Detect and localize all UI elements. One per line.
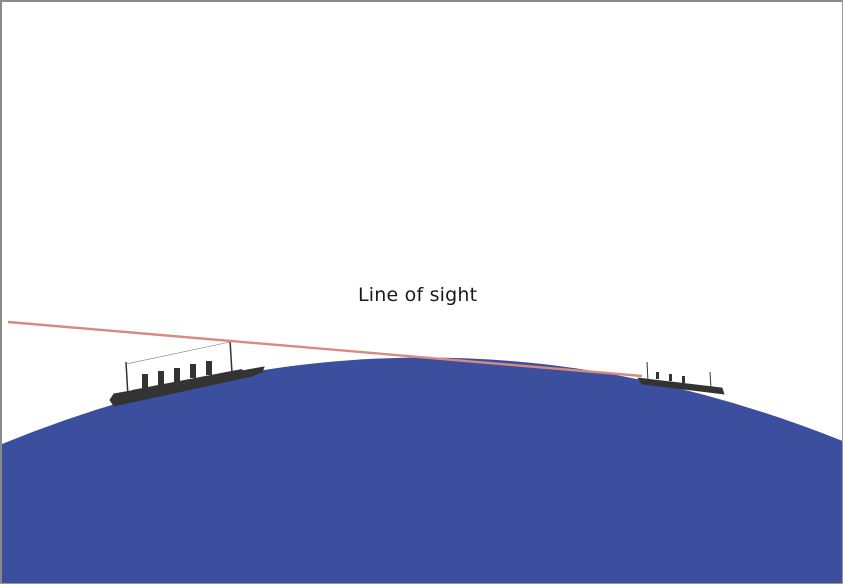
far-ship-icon	[637, 361, 725, 395]
line-of-sight	[7, 320, 643, 378]
near-ship-icon	[109, 339, 265, 407]
line-of-sight-label: Line of sight	[358, 284, 478, 306]
earth-surface	[2, 357, 842, 583]
